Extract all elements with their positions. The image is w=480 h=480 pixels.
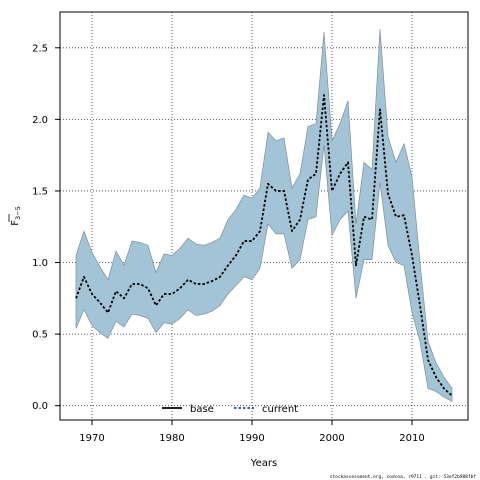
series-lines: [75, 94, 453, 397]
x-tick-label-1980: 1980: [159, 433, 184, 444]
y-tick-label-1.5: 1.5: [32, 186, 48, 197]
x-tick-label-2010: 2010: [399, 433, 424, 444]
y-axis-title: F3−5: [8, 206, 22, 226]
footer-credit: stockassessment.org, codcoa, r9711 , git…: [330, 474, 477, 480]
y-axis: 0.0 0.5 1.0 1.5 2.0 2.5: [32, 43, 60, 412]
y-tick-label-2.0: 2.0: [32, 115, 48, 126]
y-tick-label-2.5: 2.5: [32, 43, 48, 54]
series-line-current: [75, 94, 453, 397]
y-axis-title-sub: 3−5: [14, 206, 22, 220]
x-tick-label-1970: 1970: [79, 433, 104, 444]
x-tick-label-1990: 1990: [239, 433, 264, 444]
legend: base current: [162, 404, 298, 415]
plot-frame: [59, 11, 469, 421]
x-axis-title: Years: [250, 458, 277, 469]
confidence-band-area: [75, 29, 453, 402]
confidence-band: [75, 29, 453, 402]
x-axis: 1970 1980 1990 2000 2010: [79, 420, 425, 444]
y-tick-label-1.0: 1.0: [32, 258, 48, 269]
y-axis-title-main: F: [10, 220, 21, 226]
legend-current-label: current: [262, 404, 298, 415]
y-tick-label-0.5: 0.5: [32, 330, 48, 341]
x-tick-label-2000: 2000: [319, 433, 344, 444]
svg-text:F3−5: F3−5: [10, 206, 22, 225]
legend-base-label: base: [190, 404, 214, 415]
y-tick-label-0.0: 0.0: [32, 401, 48, 412]
